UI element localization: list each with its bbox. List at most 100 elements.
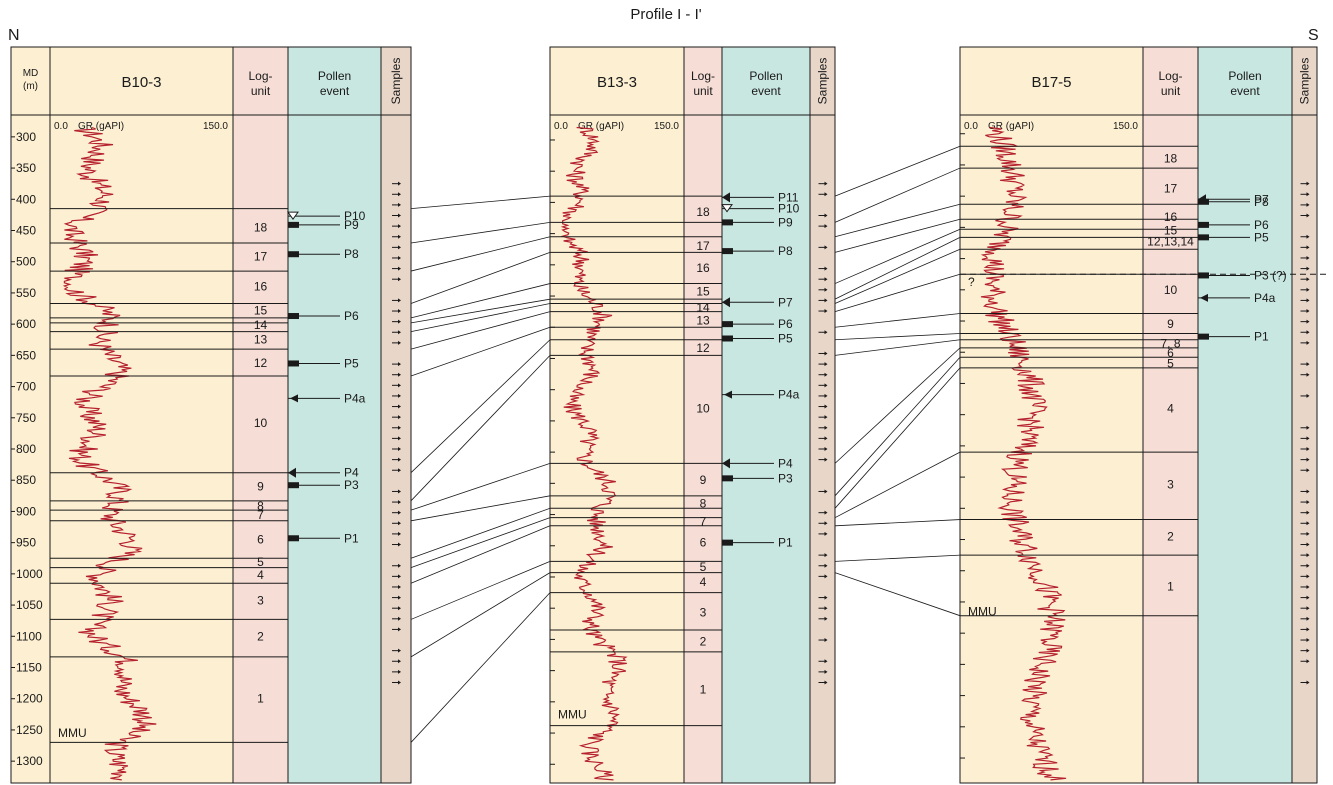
gr-max-label: 150.0 [203, 121, 228, 132]
pollen-event-label: P4a [1254, 291, 1276, 305]
sample-arrow-head [398, 436, 401, 441]
log-unit-label: 10 [696, 401, 710, 415]
sample-arrow-head [824, 489, 828, 494]
pollen-event-label: P1 [344, 531, 359, 545]
correlation-line [410, 298, 551, 324]
depth-label: 900 [16, 504, 36, 518]
pollen-rect-marker [1198, 272, 1209, 279]
correlation-line [410, 517, 551, 568]
profile-title: Profile I - I' [630, 6, 701, 23]
gr-curve [980, 126, 1067, 781]
pollen-triangle-marker [288, 467, 296, 478]
pollen-rect-marker [288, 313, 299, 320]
correlation-line [410, 303, 551, 333]
pollen-event-label: P1 [1254, 330, 1269, 344]
log-unit-label: 14 [696, 300, 710, 314]
correlation-line [410, 507, 551, 559]
sample-arrow-head [1306, 425, 1310, 430]
sample-arrow-head [1306, 393, 1310, 398]
sample-arrow-head [824, 669, 828, 674]
north-label: N [8, 27, 20, 44]
md-header: MD [23, 68, 39, 79]
samples-header: Samples [816, 58, 830, 105]
pollen-event-label: P3 (?) [1254, 268, 1287, 282]
depth-label: 750 [16, 411, 36, 425]
correlation-line [410, 251, 551, 304]
gr-axis-label: GR (gAPI) [578, 121, 624, 132]
gr-min-label: 0.0 [964, 121, 978, 132]
sample-arrow-head [398, 680, 401, 685]
pollen-header-2: event [320, 84, 350, 98]
correlation-line [834, 228, 961, 284]
mmu-label: MMU [58, 726, 87, 740]
sample-arrow-head [824, 404, 828, 409]
pollen-rect-marker [722, 539, 733, 546]
sample-arrow-head [824, 266, 828, 271]
sample-arrow-head [1306, 553, 1310, 558]
pollen-rect-marker [722, 335, 733, 342]
pollen-event-label: P9 [344, 218, 359, 232]
correlation-line [410, 525, 551, 584]
sample-arrow-head [398, 648, 401, 653]
log-unit-header: Log- [691, 69, 715, 83]
log-unit-label: 10 [254, 416, 268, 430]
correlation-line [834, 167, 961, 223]
sample-arrow-head [1306, 309, 1310, 314]
log-unit-label: 15 [254, 303, 268, 317]
correlation-line [834, 218, 961, 253]
gr-log-column [959, 46, 1144, 784]
log-unit-label: 1 [257, 692, 264, 706]
depth-label: 1300 [16, 754, 43, 768]
log-unit-label: 3 [257, 594, 264, 608]
sample-arrow-head [398, 298, 401, 303]
pollen-event-label: P8 [344, 247, 359, 261]
log-unit-label: 17 [254, 250, 268, 264]
sample-arrow-head [1306, 234, 1310, 239]
log-unit-label: 9 [1167, 317, 1174, 331]
gr-curve [62, 126, 157, 781]
log-unit-label: 5 [257, 555, 264, 569]
log-unit-label: 17 [1164, 182, 1178, 196]
sample-arrow-head [824, 680, 828, 685]
depth-label: 1100 [16, 629, 42, 643]
correlation-line [410, 195, 551, 210]
pollen-event-label: P5 [344, 356, 359, 370]
correlation-line [834, 572, 961, 617]
gr-max-label: 150.0 [1113, 121, 1138, 132]
sample-arrow-head [1306, 213, 1310, 218]
pollen-arrow-marker [290, 394, 298, 403]
pollen-event-label: P11 [778, 190, 799, 204]
sample-arrow-head [824, 287, 828, 292]
sample-arrow-head [398, 234, 401, 239]
sample-arrow-head [398, 531, 401, 536]
sample-arrow-head [824, 372, 828, 377]
sample-arrow-head [1306, 574, 1310, 579]
sample-arrow-head [398, 595, 401, 600]
depth-label: 300 [16, 130, 36, 144]
sample-arrow-head [824, 425, 828, 430]
log-unit-label: 17 [696, 239, 710, 253]
sample-arrow-head [398, 468, 401, 473]
uncertain-mark: ? [968, 275, 975, 289]
correlation-line [410, 561, 551, 620]
sample-arrow-head [1306, 330, 1310, 335]
sample-arrow-head [824, 457, 828, 462]
pollen-event-label: P4a [778, 388, 800, 402]
sample-arrow-head [398, 181, 401, 186]
sample-arrow-head [1306, 638, 1310, 643]
depth-label: 950 [16, 536, 36, 550]
pollen-event-label: P6 [778, 317, 793, 331]
correlation-line [410, 495, 551, 522]
sample-arrow-head [398, 224, 401, 229]
log-unit-label: 8 [257, 499, 264, 513]
log-unit-label: 16 [254, 280, 268, 294]
sample-arrow-head [1306, 468, 1310, 473]
sample-arrow-head [1306, 595, 1310, 600]
sample-arrow-head [1306, 255, 1310, 260]
gr-min-label: 0.0 [54, 121, 68, 132]
sample-arrow-head [398, 245, 401, 250]
sample-arrow-head [398, 340, 401, 345]
sample-arrow-head [398, 447, 401, 451]
sample-arrow-head [398, 521, 401, 526]
sample-arrow-head [824, 213, 828, 218]
